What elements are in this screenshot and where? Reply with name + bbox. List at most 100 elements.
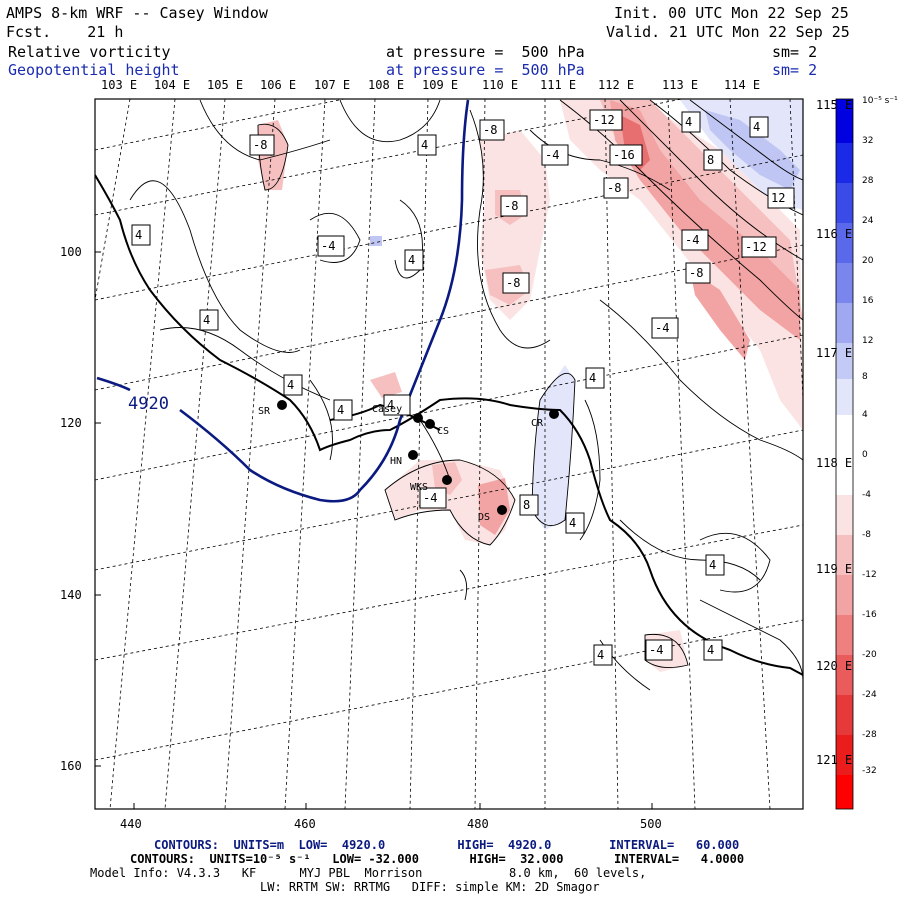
colorbar-tick: 16 <box>862 296 874 306</box>
y-tick-label: 160 <box>60 759 82 773</box>
init-time: Init. 00 UTC Mon 22 Sep 25 <box>614 4 849 22</box>
station-marker[interactable] <box>413 413 423 423</box>
contour-label: 4 <box>569 516 577 530</box>
station-label-casey: Casey <box>372 404 403 415</box>
lon-label-right: 116 E <box>816 227 853 241</box>
lon-label: 110 E <box>482 78 519 92</box>
contour-label: -8 <box>483 123 498 137</box>
contour-label: -12 <box>593 113 615 127</box>
x-tick-label: 480 <box>467 817 489 831</box>
colorbar-tick: 28 <box>862 176 874 186</box>
colorbar-tick: -24 <box>862 690 877 700</box>
contour-label: 4 <box>685 115 693 129</box>
contour-label: 4 <box>597 648 605 662</box>
colorbar-tick: -16 <box>862 610 877 620</box>
x-tick-label: 500 <box>640 817 662 831</box>
lon-label-right: 119 E <box>816 562 853 576</box>
y-axis-tick-marks <box>95 251 653 809</box>
station-marker[interactable] <box>497 505 507 515</box>
contour-label: 4 <box>421 138 429 152</box>
contour-label: -16 <box>613 148 635 162</box>
colorbar-tick: 24 <box>862 216 874 226</box>
lon-label-right: 120 E <box>816 659 853 673</box>
contour-label: 4 <box>408 253 416 267</box>
lon-label: 112 E <box>598 78 635 92</box>
contour-label: -8 <box>253 138 268 152</box>
contour-label: 4 <box>707 643 715 657</box>
y-tick-label: 120 <box>60 416 82 430</box>
station-label-cr: CR <box>531 418 544 429</box>
forecast-hour: Fcst. 21 h <box>6 23 124 41</box>
field1-smoothing: sm= 2 <box>772 43 818 61</box>
lon-label-right: 117 E <box>816 346 853 360</box>
contour-label: -4 <box>649 643 664 657</box>
colorbar-tick: 12 <box>862 336 874 346</box>
colorbar-tick: 32 <box>862 136 874 146</box>
lon-label-right: 115 E <box>816 98 853 112</box>
contour-label: -4 <box>423 491 438 505</box>
contour-label: -4 <box>685 233 700 247</box>
lon-label: 109 E <box>422 78 459 92</box>
field2-pressure: at pressure = 500 hPa <box>386 61 585 79</box>
contour-label: 4 <box>135 228 143 242</box>
contour-label: 12 <box>771 191 786 205</box>
lon-label-right: 118 E <box>816 456 853 470</box>
footer-height-contours: CONTOURS: UNITS=m LOW= 4920.0 HIGH= 4920… <box>154 838 740 852</box>
contour-label: 8 <box>523 498 531 512</box>
station-marker[interactable] <box>549 409 559 419</box>
footer-model-info: Model Info: V4.3.3 KF MYJ PBL Morrison 8… <box>90 866 647 880</box>
lon-label: 111 E <box>540 78 577 92</box>
contour-label: 8 <box>707 153 715 167</box>
colorbar-tick: 20 <box>862 256 874 266</box>
contour-label: -4 <box>655 321 670 335</box>
colorbar <box>835 98 854 810</box>
y-tick-label: 140 <box>60 588 82 602</box>
lon-label: 114 E <box>724 78 761 92</box>
colorbar-tick: -32 <box>862 766 877 776</box>
station-label-sr: SR <box>258 406 271 417</box>
station-label-hn: HN <box>390 456 403 467</box>
contour-label: 4 <box>287 378 295 392</box>
lon-label: 107 E <box>314 78 351 92</box>
height-contour-label: 4920 <box>128 394 169 414</box>
footer-physics-info: LW: RRTM SW: RRTMG DIFF: simple KM: 2D S… <box>260 880 600 894</box>
station-marker[interactable] <box>277 400 287 410</box>
contour-label: -8 <box>506 276 521 290</box>
colorbar-tick: -8 <box>862 530 871 540</box>
lon-label: 103 E <box>101 78 138 92</box>
lon-label: 108 E <box>368 78 405 92</box>
station-label-ds: DS <box>478 512 491 523</box>
contour-label: -12 <box>745 240 767 254</box>
station-label-wks: WKS <box>410 482 429 493</box>
lon-label: 105 E <box>207 78 244 92</box>
contour-label: -4 <box>321 239 336 253</box>
valid-time: Valid. 21 UTC Mon 22 Sep 25 <box>606 23 850 41</box>
colorbar-tick: -20 <box>862 650 877 660</box>
x-tick-label: 460 <box>294 817 316 831</box>
colorbar-tick: 4 <box>862 410 868 420</box>
contour-label: 4 <box>387 398 395 412</box>
contour-label: -4 <box>545 148 560 162</box>
contour-label: 4 <box>709 558 717 572</box>
colorbar-tick: -12 <box>862 570 877 580</box>
colorbar-tick: 0 <box>862 450 868 460</box>
colorbar-tick: -28 <box>862 730 877 740</box>
station-marker[interactable] <box>442 475 452 485</box>
station-marker[interactable] <box>408 450 418 460</box>
footer-vorticity-contours: CONTOURS: UNITS=10⁻⁵ s⁻¹ LOW= -32.000 HI… <box>130 852 745 866</box>
lon-label: 113 E <box>662 78 699 92</box>
colorbar-unit: 10⁻⁵ s⁻¹ <box>862 96 898 106</box>
station-marker[interactable] <box>425 419 435 429</box>
contour-label: -8 <box>504 199 519 213</box>
station-label-cs: CS <box>437 426 450 437</box>
colorbar-tick: 8 <box>862 372 868 382</box>
latlon-grid <box>95 99 803 809</box>
lon-label: 104 E <box>154 78 191 92</box>
contour-label: -8 <box>607 181 622 195</box>
contour-label: -8 <box>689 266 704 280</box>
field2-smoothing: sm= 2 <box>772 61 818 79</box>
y-tick-label: 100 <box>60 245 82 259</box>
plot-frame <box>94 98 804 810</box>
field1-pressure: at pressure = 500 hPa <box>386 43 585 61</box>
